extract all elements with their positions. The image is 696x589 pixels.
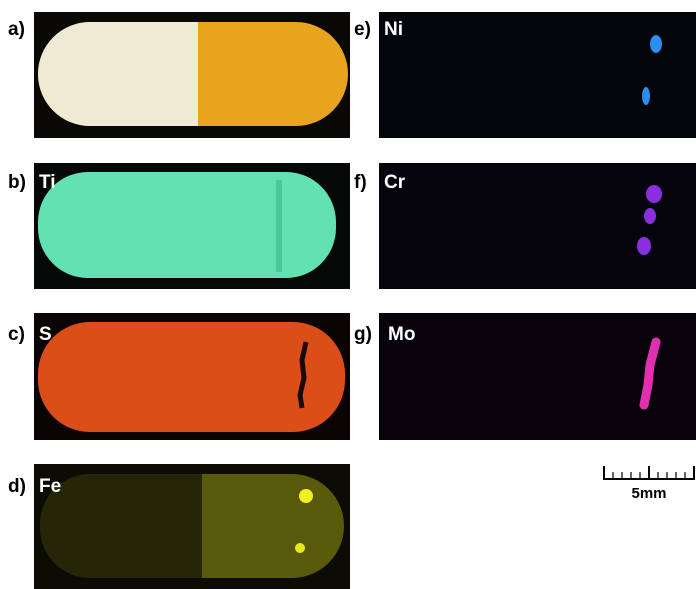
capsule [38, 322, 345, 432]
panel-label: e) [354, 19, 371, 40]
element-label: S [39, 324, 52, 345]
element-spot [650, 35, 662, 53]
element-spot [295, 543, 305, 553]
capsule [38, 172, 336, 278]
panel-image [379, 12, 696, 138]
element-label: Ni [384, 19, 403, 40]
panel-label: d) [8, 476, 26, 497]
element-spot [637, 237, 651, 255]
panel-label: f) [354, 172, 367, 193]
element-spot [299, 489, 313, 503]
element-spot [644, 208, 656, 224]
element-label: Ti [39, 172, 56, 193]
capsule-seam [276, 180, 282, 272]
element-spot [642, 87, 650, 105]
panel-label: g) [354, 324, 372, 345]
scale-bar-label: 5mm [631, 485, 666, 502]
capsule-half [38, 22, 198, 126]
panel-label: b) [8, 172, 26, 193]
element-label: Cr [384, 172, 406, 193]
scale-bar [603, 466, 695, 480]
element-label: Mo [388, 324, 415, 345]
panel-label: c) [8, 324, 25, 345]
capsule-half [202, 474, 344, 578]
figure: a) b) Ti c) S d) Fe e) Ni f) Cr g) Mo 5m… [0, 0, 696, 589]
element-spot [646, 185, 662, 203]
element-label: Fe [39, 476, 61, 497]
panel-image [379, 163, 696, 289]
panel-label: a) [8, 19, 25, 40]
